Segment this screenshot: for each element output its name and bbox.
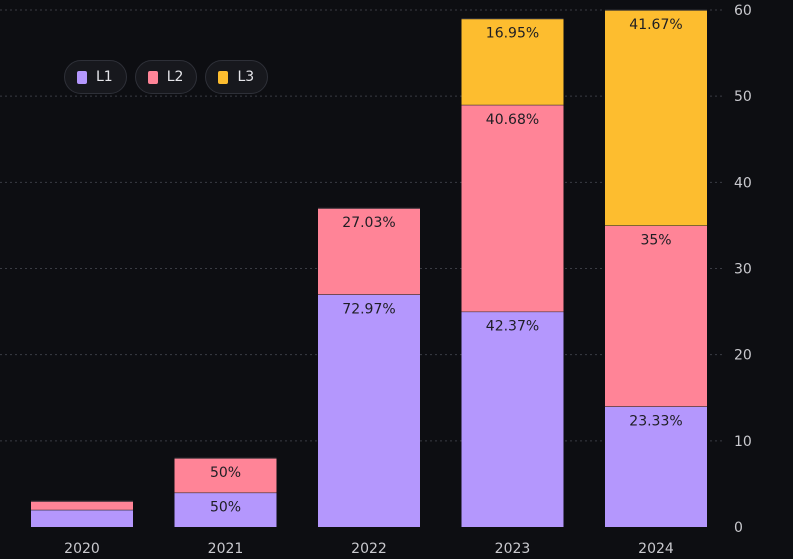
x-tick-label: 2024 xyxy=(638,541,674,557)
bar-segment-l2-2024[interactable] xyxy=(605,225,707,407)
data-label: 50% xyxy=(210,500,241,516)
bar-segment-l1-2021[interactable] xyxy=(174,492,277,527)
legend-swatch-l1 xyxy=(77,70,87,84)
y-tick-label: 0 xyxy=(734,520,743,536)
x-tick-label: 2023 xyxy=(495,541,531,557)
legend-item-l3[interactable]: L3 xyxy=(205,60,269,94)
data-label: 23.33% xyxy=(629,413,682,429)
legend-item-l1[interactable]: L1 xyxy=(64,60,127,94)
legend: L1 L2 L3 xyxy=(64,60,269,94)
y-tick-label: 20 xyxy=(734,348,752,364)
y-tick-label: 10 xyxy=(734,434,752,450)
y-tick-label: 30 xyxy=(734,262,752,278)
bar-segment-l2-2022[interactable] xyxy=(318,208,420,295)
data-label: 41.67% xyxy=(629,17,682,33)
data-label: 40.68% xyxy=(486,112,539,128)
bar-segment-l1-2024[interactable] xyxy=(605,406,707,527)
legend-label-l1: L1 xyxy=(96,69,113,85)
legend-item-l2[interactable]: L2 xyxy=(134,60,198,94)
data-label: 50% xyxy=(210,465,241,481)
data-labels: 50% 50% 72.97% 27.03% 42.37% 40.68% 16.95% 23.3… xyxy=(210,17,683,516)
x-tick-label: 2022 xyxy=(351,541,387,557)
bar-segment-l1-2022[interactable] xyxy=(318,294,420,527)
bar-segment-l2-2021[interactable] xyxy=(174,458,277,493)
data-label: 27.03% xyxy=(342,215,395,231)
y-tick-label: 50 xyxy=(734,89,752,105)
y-tick-label: 60 xyxy=(734,3,752,19)
legend-label-l3: L3 xyxy=(237,69,255,85)
data-label: 16.95% xyxy=(486,26,539,42)
bar-segment-l2-2023[interactable] xyxy=(461,104,564,312)
bar-segment-l3-2024[interactable] xyxy=(605,10,707,226)
y-tick-label: 40 xyxy=(734,175,752,191)
y-axis: 0 10 20 30 40 50 60 xyxy=(734,3,752,536)
legend-swatch-l3 xyxy=(218,70,229,84)
bar-segment-l1-2020[interactable] xyxy=(31,509,133,527)
bar-stacks xyxy=(31,9,707,527)
bar-segment-l3-2023[interactable] xyxy=(461,18,564,105)
legend-label-l2: L2 xyxy=(166,69,184,85)
data-label: 42.37% xyxy=(486,319,539,335)
x-tick-label: 2020 xyxy=(64,541,100,557)
x-axis: 2020 2021 2022 2023 2024 xyxy=(64,541,674,557)
legend-swatch-l2 xyxy=(147,70,158,84)
data-label: 35% xyxy=(640,232,671,248)
bar-segment-l1-2023[interactable] xyxy=(461,311,564,527)
data-label: 72.97% xyxy=(342,301,395,317)
x-tick-label: 2021 xyxy=(208,541,244,557)
bar-segment-l2-2020[interactable] xyxy=(31,501,133,510)
